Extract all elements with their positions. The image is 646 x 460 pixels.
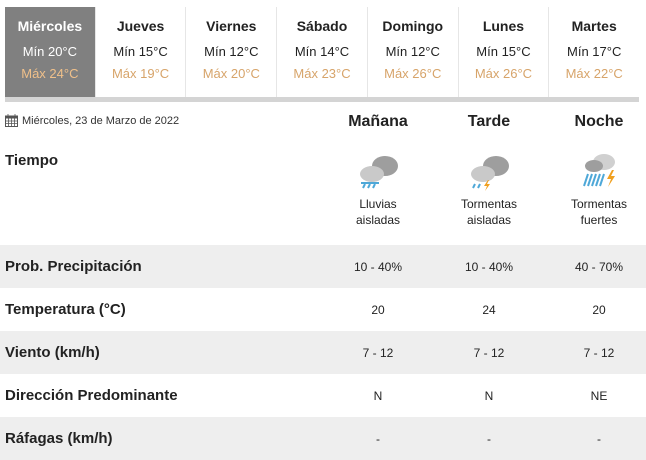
- row-gusts: Ráfagas (km/h) - - -: [0, 417, 646, 460]
- weather-desc: fuertes: [580, 213, 618, 227]
- day-name: Viernes: [206, 18, 257, 34]
- min-temp: Mín 12°C: [385, 44, 440, 59]
- date-text: Miércoles, 23 de Marzo de 2022: [22, 114, 180, 127]
- weather-noche: Tormentas fuertes: [544, 152, 646, 228]
- day-name: Miércoles: [17, 18, 83, 34]
- row-label: Viento (km/h): [5, 344, 100, 361]
- calendar-icon: [5, 114, 18, 127]
- max-temp: Máx 24°C: [21, 66, 79, 81]
- max-temp: Máx 23°C: [293, 66, 351, 81]
- day-name: Martes: [571, 18, 617, 34]
- value-manana: 20: [371, 302, 385, 317]
- row-wind: Viento (km/h) 7 - 12 7 - 12 7 - 12: [0, 331, 646, 374]
- tab-lunes[interactable]: Lunes Mín 15°C Máx 26°C: [459, 7, 550, 97]
- tab-viernes[interactable]: Viernes Mín 12°C Máx 20°C: [186, 7, 278, 97]
- weather-manana: Lluvias aisladas: [323, 152, 433, 228]
- value-manana: 10 - 40%: [353, 259, 403, 274]
- row-label: Prob. Precipitación: [5, 258, 142, 275]
- tab-domingo[interactable]: Domingo Mín 12°C Máx 26°C: [368, 7, 459, 97]
- weather-desc: aisladas: [355, 213, 401, 227]
- day-name: Lunes: [482, 18, 525, 34]
- period-manana: Mañana: [348, 113, 408, 130]
- max-temp: Máx 19°C: [111, 66, 170, 81]
- weather-desc: Lluvias: [359, 197, 397, 211]
- value-manana: N: [373, 388, 383, 403]
- day-name: Domingo: [382, 18, 444, 34]
- row-label: Ráfagas (km/h): [5, 430, 113, 447]
- value-manana: 7 - 12: [362, 345, 394, 360]
- value-noche: NE: [590, 388, 608, 403]
- weather-desc: Tormentas: [570, 197, 628, 211]
- min-temp: Mín 15°C: [113, 44, 168, 59]
- value-tarde: 24: [482, 302, 496, 317]
- weather-tarde: Tormentas aisladas: [434, 152, 544, 228]
- max-temp: Máx 20°C: [202, 66, 260, 81]
- weather-desc: Tormentas: [460, 197, 518, 211]
- value-noche: 7 - 12: [583, 345, 615, 360]
- value-tarde: 10 - 40%: [464, 259, 514, 274]
- value-tarde: N: [484, 388, 494, 403]
- value-tarde: 7 - 12: [473, 345, 505, 360]
- forecast-date: Miércoles, 23 de Marzo de 2022: [5, 114, 179, 127]
- day-name: Jueves: [116, 18, 165, 34]
- value-noche: -: [597, 431, 601, 446]
- max-temp: Máx 22°C: [565, 66, 623, 81]
- max-temp: Máx 26°C: [384, 66, 442, 81]
- row-direction: Dirección Predominante N N NE: [0, 374, 646, 417]
- tab-sabado[interactable]: Sábado Mín 14°C Máx 23°C: [277, 7, 368, 97]
- row-precipitation: Prob. Precipitación 10 - 40% 10 - 40% 40 - …: [0, 245, 646, 288]
- value-noche: 20: [592, 302, 606, 317]
- period-noche: Noche: [574, 113, 624, 130]
- min-temp: Mín 17°C: [567, 44, 622, 59]
- row-label: Dirección Predominante: [5, 387, 178, 404]
- weather-desc: aisladas: [466, 213, 512, 227]
- period-tarde: Tarde: [467, 113, 511, 130]
- value-tarde: -: [487, 431, 491, 446]
- storm-cloud-icon: [471, 156, 509, 191]
- max-temp: Máx 26°C: [474, 66, 533, 81]
- tab-martes[interactable]: Martes Mín 17°C Máx 22°C: [549, 7, 639, 97]
- weather-label: Tiempo: [5, 152, 59, 169]
- min-temp: Mín 12°C: [204, 44, 259, 59]
- day-name: Sábado: [296, 18, 348, 34]
- min-temp: Mín 20°C: [22, 44, 78, 59]
- value-noche: 40 - 70%: [574, 259, 624, 274]
- rain-cloud-icon: [360, 156, 398, 189]
- row-label: Temperatura (°C): [5, 301, 126, 318]
- min-temp: Mín 15°C: [476, 44, 531, 59]
- min-temp: Mín 14°C: [294, 44, 350, 59]
- tab-jueves[interactable]: Jueves Mín 15°C Máx 19°C: [96, 7, 187, 97]
- day-tabs: Miércoles Mín 20°C Máx 24°C Jueves Mín 15°C…: [5, 7, 639, 102]
- tab-miercoles[interactable]: Miércoles Mín 20°C Máx 24°C: [5, 7, 96, 97]
- row-temperature: Temperatura (°C) 20 24 20: [0, 288, 646, 331]
- value-manana: -: [376, 431, 380, 446]
- heavy-storm-icon: [583, 154, 615, 187]
